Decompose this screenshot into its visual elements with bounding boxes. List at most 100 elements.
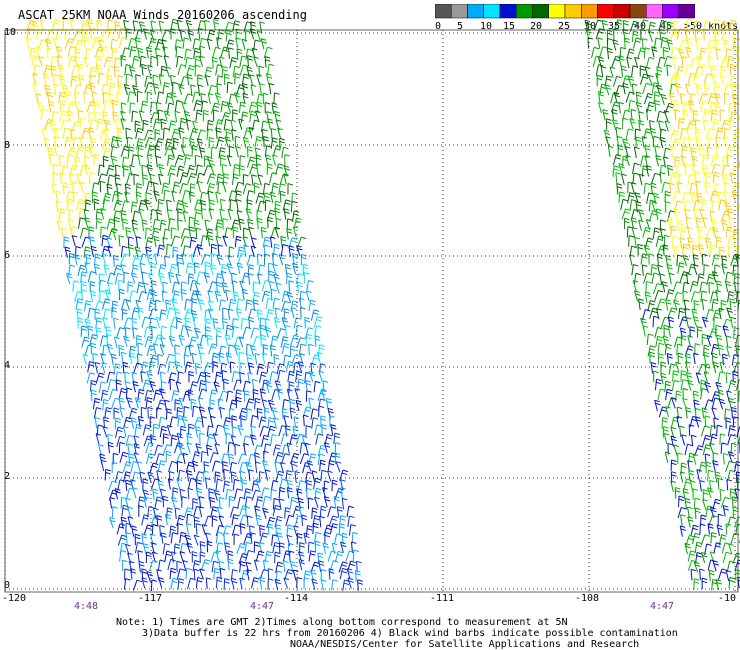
wind-barb xyxy=(230,119,237,131)
wind-barb xyxy=(263,135,269,148)
wind-barb xyxy=(138,561,145,573)
wind-barb xyxy=(118,37,128,49)
wind-barb xyxy=(264,56,271,68)
wind-barb xyxy=(647,345,656,357)
wind-barb xyxy=(234,235,242,248)
wind-barb xyxy=(125,28,133,40)
wind-barb xyxy=(630,182,637,194)
wind-barb xyxy=(191,352,197,365)
wind-barb xyxy=(230,471,237,483)
wind-barb xyxy=(702,154,709,166)
wind-barb xyxy=(725,372,732,384)
wind-barb xyxy=(673,245,680,258)
wind-barb xyxy=(138,110,145,122)
wind-barb xyxy=(125,127,132,140)
wind-barb xyxy=(703,108,710,121)
wind-barb xyxy=(314,335,321,347)
wind-barb xyxy=(179,531,187,544)
wind-barb xyxy=(203,362,213,374)
wind-barb xyxy=(142,28,150,40)
wind-barb xyxy=(286,479,293,492)
wind-barb xyxy=(262,460,269,472)
wind-barb xyxy=(275,282,282,294)
legend-label: 5 xyxy=(457,21,464,32)
wind-barb xyxy=(639,65,646,77)
wind-barb xyxy=(632,172,640,185)
lat-label-0: 0 xyxy=(4,580,11,591)
wind-barb xyxy=(135,236,142,248)
wind-barb xyxy=(103,91,109,104)
wind-barb xyxy=(700,534,711,546)
wind-barb xyxy=(58,155,65,167)
wind-barb xyxy=(218,515,225,527)
wind-barb xyxy=(174,154,184,166)
wind-barb xyxy=(722,325,729,337)
pass-time-2: 4:47 xyxy=(250,601,275,612)
wind-barb xyxy=(647,300,656,312)
wind-barb xyxy=(677,262,685,274)
wind-barb xyxy=(139,55,147,68)
wind-barb xyxy=(72,136,80,149)
wind-barb xyxy=(259,569,269,581)
wind-barb xyxy=(221,66,229,78)
wind-barb xyxy=(47,47,53,59)
wind-barb xyxy=(266,209,276,221)
wind-barb xyxy=(290,307,297,319)
wind-barb xyxy=(170,325,177,338)
wind-barb xyxy=(675,390,682,402)
wind-barb xyxy=(296,337,306,349)
wind-barb xyxy=(157,363,166,375)
wind-barb xyxy=(270,480,279,492)
wind-barb xyxy=(655,335,663,348)
wind-barb xyxy=(295,433,305,445)
wind-barb xyxy=(255,550,265,562)
lon-label-111: -111 xyxy=(430,593,455,604)
wind-barb xyxy=(193,262,200,274)
wind-barb xyxy=(725,460,735,472)
wind-barb xyxy=(187,273,195,285)
wind-barb xyxy=(242,326,252,338)
wind-barb xyxy=(192,405,199,418)
wind-barb xyxy=(177,261,184,274)
wind-barb xyxy=(728,576,736,589)
wind-barb xyxy=(666,353,673,365)
wind-barb xyxy=(79,136,85,148)
wind-barb xyxy=(706,39,716,51)
wind-barb xyxy=(95,64,102,76)
wind-barb xyxy=(101,234,109,247)
wind-barb xyxy=(132,327,138,339)
wind-barb xyxy=(64,246,71,258)
wind-barb xyxy=(225,29,233,42)
wind-barb xyxy=(226,102,234,114)
wind-barb xyxy=(727,379,737,392)
legend-color-bar xyxy=(435,4,695,19)
wind-barb xyxy=(314,424,323,436)
wind-barb xyxy=(129,407,138,420)
wind-barb xyxy=(199,551,206,563)
wind-barb xyxy=(157,480,164,492)
wind-barb xyxy=(242,380,251,393)
wind-barb xyxy=(193,534,200,546)
wind-barb xyxy=(286,388,293,401)
wind-barb xyxy=(107,245,113,257)
wind-barb xyxy=(154,47,161,60)
wind-barb xyxy=(325,397,332,410)
wind-barb xyxy=(166,209,173,221)
wind-barb xyxy=(231,371,240,383)
wind-barb xyxy=(125,227,132,239)
wind-barb xyxy=(132,85,139,97)
wind-barb xyxy=(151,326,157,338)
wind-barb xyxy=(161,381,167,393)
wind-barb xyxy=(189,183,196,195)
wind-barb xyxy=(622,155,629,168)
wind-barb xyxy=(239,362,246,374)
wind-barb xyxy=(140,406,147,419)
wind-barb xyxy=(711,163,720,175)
wind-barb xyxy=(274,515,283,528)
wind-barb xyxy=(704,415,711,427)
wind-barb xyxy=(644,66,651,78)
wind-barb xyxy=(320,469,328,482)
wind-barb xyxy=(299,290,306,303)
wind-barb xyxy=(293,525,299,537)
wind-barb xyxy=(670,145,676,158)
